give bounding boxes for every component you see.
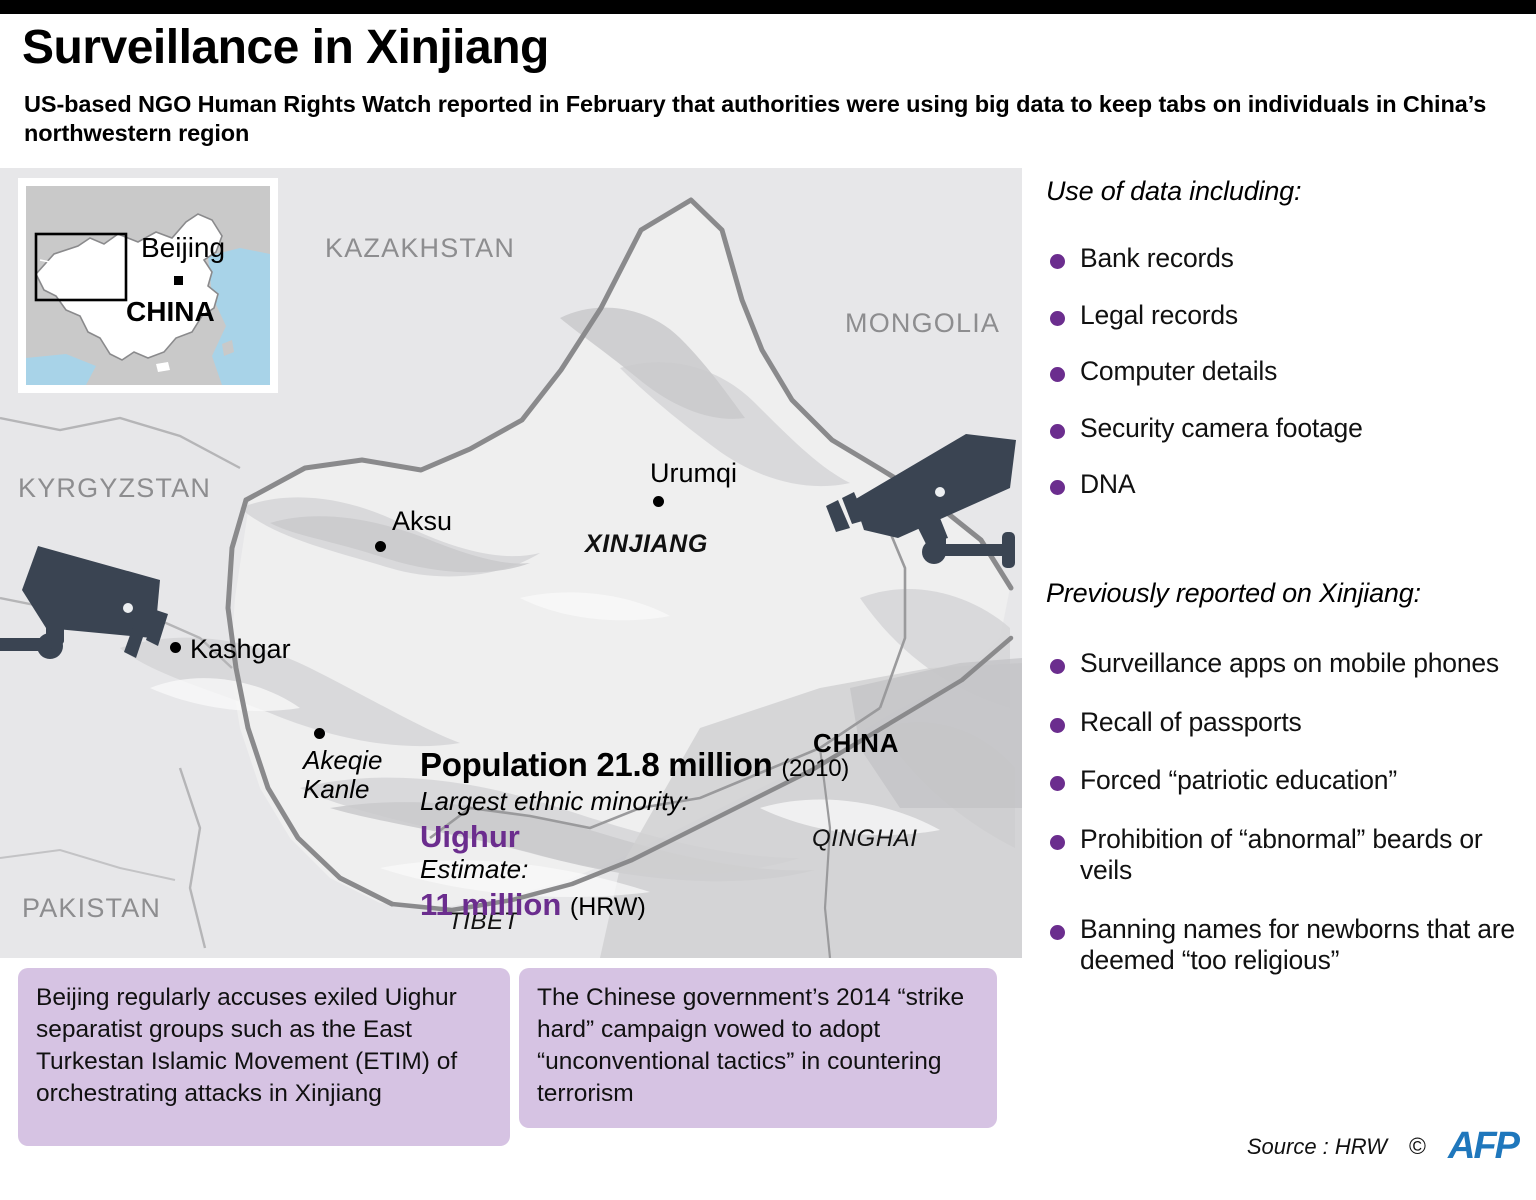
estimate-source: (HRW) <box>569 893 646 922</box>
bullet-dot-icon <box>1050 254 1065 269</box>
list-item-legal-records: Legal records <box>1046 300 1524 332</box>
previously-reported-heading: Previously reported on Xinjiang: <box>1046 578 1421 608</box>
estimate-label: Estimate: <box>420 854 529 885</box>
city-dot-kashgar <box>170 642 181 653</box>
security-camera-icon-west <box>0 546 168 659</box>
bullet-dot-icon <box>1050 310 1065 326</box>
xinjiang-map: KAZAKHSTAN MONGOLIA KYRGYZSTAN PAKISTAN … <box>0 168 1022 958</box>
list-item-recall-passports: Recall of passports <box>1046 707 1536 739</box>
bullet-dot-icon <box>1050 423 1065 439</box>
inset-label-beijing: Beijing <box>141 232 226 263</box>
inset-china-outline <box>26 186 270 385</box>
list-item-label: Security camera footage <box>1080 412 1363 443</box>
list-item-label: Legal records <box>1080 299 1238 330</box>
estimate-value: 11 million <box>420 887 562 923</box>
list-item-banning-names: Banning names for newborns that are deem… <box>1046 914 1536 977</box>
list-item-label: Bank records <box>1080 243 1234 273</box>
bullet-dot-icon <box>1050 367 1065 383</box>
inset-label-china: CHINA <box>126 296 215 327</box>
bullet-dot-icon <box>1050 717 1065 733</box>
population-line: Population 21.8 million (2010) <box>420 746 849 785</box>
list-item-label: Computer details <box>1080 356 1278 387</box>
list-item-surveillance-apps: Surveillance apps on mobile phones <box>1046 648 1536 680</box>
list-item-computer-details: Computer details <box>1046 356 1524 388</box>
afp-logo: AFP <box>1448 1125 1520 1167</box>
list-item-label: Forced “patriotic education” <box>1080 765 1397 796</box>
top-black-bar <box>0 0 1536 14</box>
use-of-data-list: Bank records Legal records Computer deta… <box>1046 243 1524 526</box>
previously-reported-list: Surveillance apps on mobile phones Recal… <box>1046 648 1536 1004</box>
list-item-dna: DNA <box>1046 469 1524 501</box>
city-dot-akeqie-kanle <box>314 728 325 739</box>
china-locator-inset-map: Beijing CHINA <box>18 178 278 393</box>
list-item-patriotic-education: Forced “patriotic education” <box>1046 765 1536 797</box>
callout-etim: Beijing regularly accuses exiled Uighur … <box>18 968 510 1146</box>
footer: Source : HRW © AFP <box>1246 1125 1520 1168</box>
minority-name: Uighur <box>420 818 520 854</box>
callout-strike-hard: The Chinese government’s 2014 “strike ha… <box>519 968 997 1128</box>
list-item-label: Banning names for newborns that are deem… <box>1080 913 1515 976</box>
bullet-dot-icon <box>1050 924 1065 940</box>
use-of-data-heading: Use of data including: <box>1046 176 1302 206</box>
city-dot-aksu <box>375 541 386 552</box>
page-title: Surveillance in Xinjiang <box>22 21 549 74</box>
list-item-security-camera-footage: Security camera footage <box>1046 413 1524 445</box>
bullet-dot-icon <box>1050 480 1065 496</box>
inset-map-canvas: Beijing CHINA <box>26 186 270 385</box>
list-item-bank-records: Bank records <box>1046 243 1524 275</box>
source-credit: Source : HRW <box>1246 1133 1388 1159</box>
list-item-label: Prohibition of “abnormal” beards or veil… <box>1080 823 1483 886</box>
bullet-dot-icon <box>1050 776 1065 792</box>
security-camera-icon <box>826 434 1016 568</box>
bullet-dot-icon <box>1050 659 1065 674</box>
page-subtitle: US-based NGO Human Rights Watch reported… <box>24 91 1487 146</box>
population-year: (2010) <box>781 755 849 782</box>
list-item-label: Surveillance apps on mobile phones <box>1080 648 1499 678</box>
city-dot-urumqi <box>653 496 664 507</box>
copyright-symbol: © <box>1409 1133 1426 1159</box>
population-stats-block: Population 21.8 million (2010) Largest e… <box>420 746 849 924</box>
population-label: Population 21.8 million <box>420 746 773 783</box>
map-terrain-graphic <box>0 168 1022 958</box>
list-item-label: Recall of passports <box>1080 706 1302 737</box>
list-item-abnormal-beards: Prohibition of “abnormal” beards or veil… <box>1046 824 1536 887</box>
bullet-dot-icon <box>1050 834 1065 850</box>
estimate-line: 11 million (HRW) <box>420 886 849 923</box>
minority-label: Largest ethnic minority: <box>420 785 689 816</box>
list-item-label: DNA <box>1080 469 1136 500</box>
